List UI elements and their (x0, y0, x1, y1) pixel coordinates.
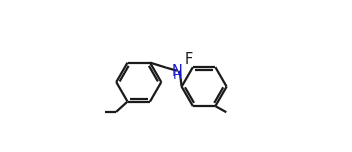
Text: H: H (173, 69, 182, 82)
Text: F: F (185, 52, 193, 67)
Text: N: N (171, 64, 182, 79)
